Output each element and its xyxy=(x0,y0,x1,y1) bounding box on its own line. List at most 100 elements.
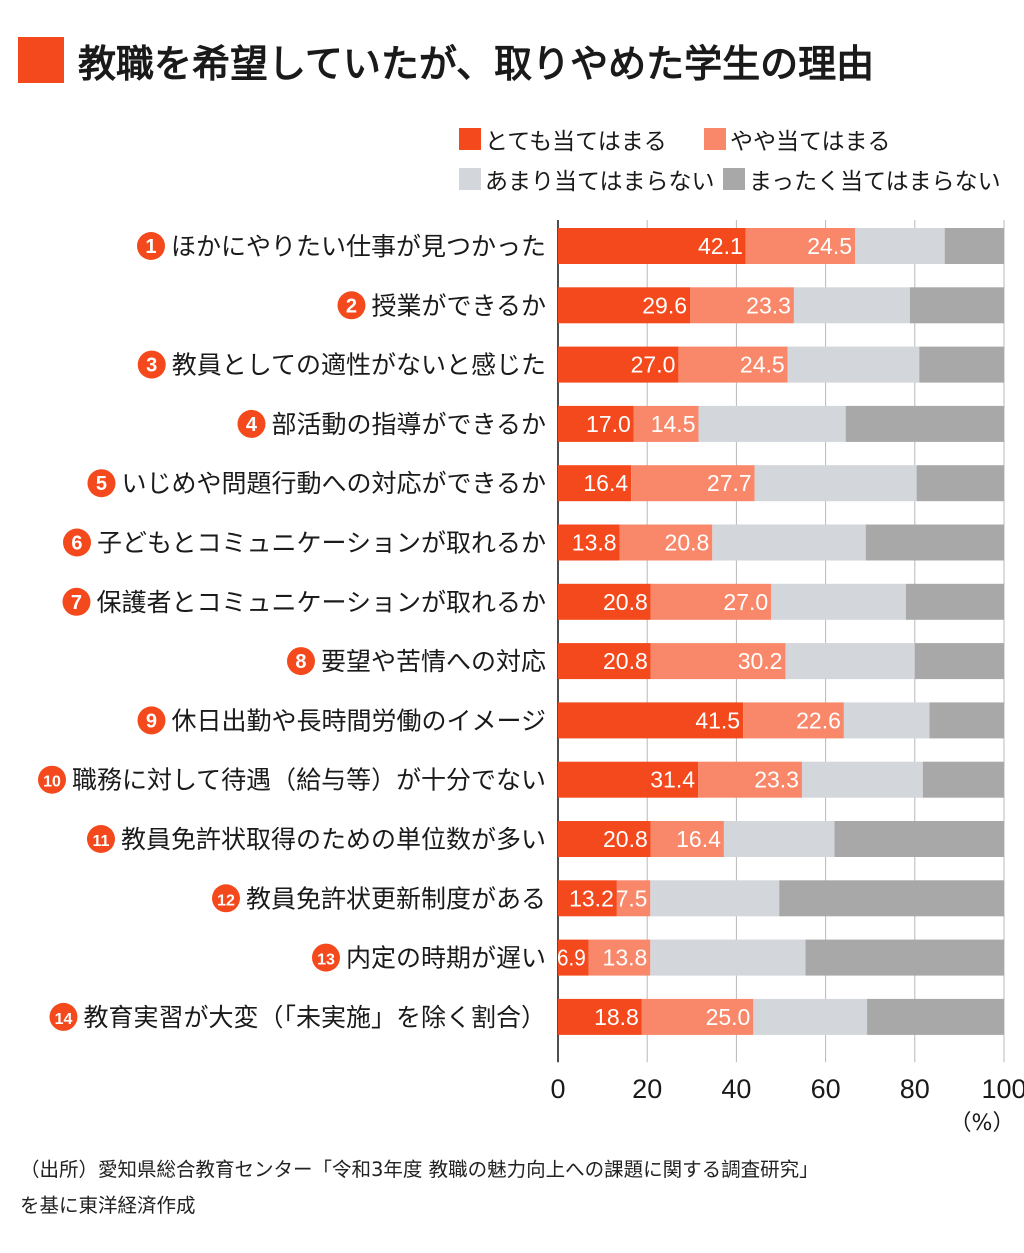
bar-segment xyxy=(929,702,1004,739)
data-label: 16.4 xyxy=(583,470,628,496)
bar-segment xyxy=(690,287,794,324)
bar-segment xyxy=(558,702,744,739)
rank-badge-number: 1 xyxy=(145,236,156,258)
data-label: 22.6 xyxy=(796,707,841,733)
bar-segment xyxy=(619,524,713,561)
bar-segment xyxy=(616,880,651,917)
bar-segment xyxy=(558,405,634,442)
bar-segment xyxy=(558,583,651,620)
data-label: 41.5 xyxy=(695,707,740,733)
data-label: 16.4 xyxy=(676,826,721,852)
bar-segment xyxy=(558,998,642,1035)
bar-segment xyxy=(558,287,691,324)
legend-swatch xyxy=(459,168,481,190)
source-line: （出所）愛知県総合教育センター「令和3年度 教職の魅力向上への課題に関する調査研… xyxy=(20,1158,819,1181)
legend-label: まったく当てはまらない xyxy=(749,169,1001,195)
stacked-bar-chart: 42.1 24.5 ほかにやりたい仕事が見つかった 1 29.6 23.3 授業ができるか 2… xyxy=(38,220,1024,1136)
bar-segment xyxy=(558,761,699,798)
rank-badge xyxy=(86,825,115,853)
bar-segment xyxy=(843,702,930,739)
bar-segment xyxy=(558,465,632,502)
rank-badge-number: 7 xyxy=(71,592,82,614)
bar-segment xyxy=(633,405,699,442)
bar-segment xyxy=(558,346,679,383)
bar-segment xyxy=(916,465,1004,502)
rank-badge xyxy=(337,291,366,320)
rank-badge-number: 6 xyxy=(71,533,82,555)
legend-label: とても当てはまる xyxy=(485,129,667,155)
data-label: 13.2 xyxy=(569,885,614,911)
rank-badge xyxy=(87,469,116,498)
bar-segment xyxy=(698,761,802,798)
chart-title: 教職を希望していたが、取りやめた学生の理由 xyxy=(78,41,875,86)
data-label: 17.0 xyxy=(586,411,631,437)
data-label: 20.8 xyxy=(603,589,648,615)
x-tick-label: 40 xyxy=(721,1074,751,1104)
rank-badge-number: 13 xyxy=(317,952,335,969)
bar-segment xyxy=(698,405,846,442)
legend-item-not-true-at-all: まったく当てはまらない xyxy=(723,164,1001,195)
bar-segment xyxy=(855,228,945,264)
data-label: 7.5 xyxy=(616,885,647,911)
bar-segment xyxy=(845,405,1004,442)
data-label: 27.0 xyxy=(631,352,676,378)
bar-segment xyxy=(743,702,844,739)
category-label: 子どもとコミュニケーションが取れるか xyxy=(97,529,546,558)
bar-segment xyxy=(558,821,651,857)
bar-segment xyxy=(779,880,1004,917)
bar-segment xyxy=(650,821,724,857)
category-label: 保護者とコミュニケーションが取れるか xyxy=(96,588,546,617)
rank-badge-number: 2 xyxy=(346,295,357,317)
category-label: 教員免許状取得のための単位数が多い xyxy=(121,825,546,854)
rank-badge xyxy=(49,1002,78,1031)
category-label: 教員としての適性がないと感じた xyxy=(172,351,546,380)
data-label: 24.5 xyxy=(807,233,852,259)
bar-segment xyxy=(558,643,651,680)
bar-segment xyxy=(558,228,746,264)
bar-segment xyxy=(650,880,780,917)
bar-segment xyxy=(922,761,1004,798)
bar-segment xyxy=(801,761,923,798)
rank-badge-number: 4 xyxy=(246,414,258,436)
legend-swatch xyxy=(723,168,745,190)
bar-segment xyxy=(588,939,651,976)
bar-segment xyxy=(650,643,786,680)
bar-segment xyxy=(558,939,589,976)
source-line: を基に東洋経済作成 xyxy=(20,1194,196,1217)
data-label: 31.4 xyxy=(650,767,695,793)
data-label: 24.5 xyxy=(740,352,785,378)
category-label: 内定の時期が遅い xyxy=(346,944,546,973)
legend-label: あまり当てはまらない xyxy=(485,169,715,195)
bar-segment xyxy=(785,643,915,680)
x-tick-label: 0 xyxy=(550,1074,565,1104)
bar-segment xyxy=(723,821,835,857)
data-label: 23.3 xyxy=(754,767,799,793)
legend-label: やや当てはまる xyxy=(730,129,891,155)
rank-badge xyxy=(137,706,166,735)
bar-segment xyxy=(787,346,920,383)
legend-swatch xyxy=(459,128,481,150)
bar-segment xyxy=(805,939,1004,976)
category-label: 休日出勤や長時間労働のイメージ xyxy=(171,706,546,735)
data-label: 13.8 xyxy=(572,530,617,556)
chart-title-block: 教職を希望していたが、取りやめた学生の理由 xyxy=(18,32,874,88)
rank-badge xyxy=(311,943,340,972)
rank-badge-number: 9 xyxy=(146,710,157,732)
rank-badge-number: 12 xyxy=(217,892,235,909)
x-axis-unit: （%） xyxy=(950,1111,1015,1136)
bar-segment xyxy=(914,643,1004,680)
rank-badge xyxy=(136,232,165,260)
bar-segment xyxy=(867,998,1004,1035)
data-label: 6.9 xyxy=(557,945,586,971)
category-label: 要望や苦情への対応 xyxy=(321,647,546,676)
rank-badge xyxy=(62,528,91,557)
bar-segment xyxy=(558,524,620,561)
data-label: 13.8 xyxy=(603,945,648,971)
bar-segment xyxy=(834,821,1004,857)
data-label: 25.0 xyxy=(706,1004,751,1030)
legend-item-somewhat-true: やや当てはまる xyxy=(704,124,891,155)
category-label: 教員免許状更新制度がある xyxy=(246,884,546,913)
rank-badge-number: 10 xyxy=(43,774,61,791)
category-label: 授業ができるか xyxy=(371,291,546,320)
rank-badge-number: 14 xyxy=(55,1011,73,1028)
